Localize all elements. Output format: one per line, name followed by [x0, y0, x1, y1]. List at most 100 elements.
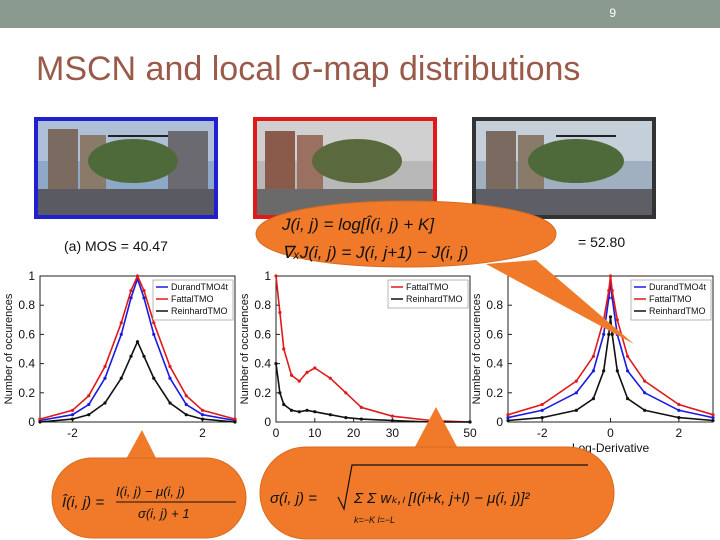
legend-entry: DurandTMO4t	[649, 282, 707, 292]
data-point	[103, 401, 107, 405]
y-tick-label: 0	[496, 415, 503, 429]
data-point	[540, 402, 544, 407]
sigma-sum: Σ Σ wₖ,ₗ [I(i+k, j+l) − μ(i, j)]²	[353, 490, 531, 507]
data-point	[468, 420, 472, 424]
data-point	[70, 408, 75, 412]
data-point	[711, 413, 715, 417]
data-point	[305, 370, 309, 374]
x-axis-label: Log-Derivative	[572, 441, 650, 455]
y-tick-label: 0.2	[254, 386, 271, 400]
data-point	[711, 418, 715, 423]
derivative-formula: ∇ₓJ(i, j) = J(i, j+1) − J(i, j)	[282, 243, 468, 262]
mos-label-a: (a) MOS = 40.47	[64, 238, 168, 254]
data-point	[506, 416, 510, 420]
y-tick-label: 0.8	[486, 298, 503, 312]
y-tick-label: 1	[264, 269, 271, 283]
sigma-limits: k=−K l=−L	[354, 515, 395, 525]
data-point	[119, 376, 123, 380]
legend-box	[387, 279, 469, 309]
street-image-a	[38, 121, 214, 215]
x-tick-label: 0	[607, 426, 614, 440]
data-point	[168, 401, 172, 405]
legend-entry: DurandTMO4t	[171, 282, 229, 292]
data-point	[38, 420, 42, 424]
y-axis-label: Number of occurences	[471, 293, 483, 404]
data-point	[168, 364, 172, 369]
data-point	[610, 289, 614, 293]
data-point	[591, 369, 596, 373]
y-tick-label: 0.4	[18, 357, 35, 371]
data-point	[282, 402, 286, 407]
data-point	[328, 376, 332, 380]
data-point	[602, 369, 606, 373]
data-point	[677, 402, 681, 407]
data-point	[540, 416, 544, 420]
data-point	[142, 354, 146, 358]
mscn-callout: Î(i, j) = I(i, j) − μ(i, j) σ(i, j) + 1	[51, 430, 247, 539]
mscn-lhs: Î(i, j) =	[62, 494, 104, 511]
y-tick-label: 1	[28, 269, 35, 283]
data-point	[142, 289, 146, 293]
data-point	[278, 310, 282, 315]
data-point	[87, 413, 91, 417]
data-point	[359, 405, 363, 409]
data-point	[297, 379, 301, 383]
y-tick-label: 0.4	[254, 357, 271, 371]
data-point	[344, 391, 348, 395]
data-point	[142, 296, 146, 300]
data-point	[129, 354, 133, 358]
data-point	[278, 391, 282, 395]
data-point	[289, 373, 294, 377]
data-point	[119, 332, 123, 336]
slide-title: MSCN and local σ-map distributions	[36, 50, 581, 88]
data-point	[540, 408, 544, 412]
x-tick-label: -2	[537, 426, 548, 440]
data-point	[152, 332, 156, 336]
data-point	[168, 376, 172, 380]
legend-entry: FattalTMO	[171, 294, 214, 304]
data-point	[119, 321, 123, 325]
data-point	[297, 410, 301, 414]
y-tick-label: 0.2	[486, 386, 503, 400]
data-point	[135, 340, 140, 344]
street-image-c	[476, 121, 652, 215]
data-point	[610, 332, 614, 336]
y-tick-label: 0	[264, 415, 271, 429]
data-point	[677, 416, 681, 420]
data-point	[233, 420, 237, 424]
data-point	[200, 408, 205, 412]
data-point	[282, 347, 286, 351]
data-point	[135, 274, 140, 278]
data-point	[643, 379, 647, 383]
data-point	[184, 413, 188, 417]
data-point	[574, 379, 578, 383]
thumbnail-reinhard	[472, 117, 656, 219]
slide-header-bar: 9	[0, 0, 720, 28]
data-point	[200, 417, 205, 421]
sqrt-sign	[337, 464, 588, 511]
page-number: 9	[609, 6, 616, 20]
x-tick-label: 2	[675, 426, 682, 440]
data-point	[359, 417, 363, 421]
data-point	[313, 366, 317, 370]
data-point	[390, 414, 394, 418]
data-point	[602, 332, 606, 336]
x-tick-label: 10	[308, 426, 322, 440]
log-derivative-distribution-chart: 0 0.2 0.4 0.6 0.8 -2 0 2 Number of occurences Log…	[471, 274, 715, 455]
data-point	[591, 354, 596, 358]
data-point	[103, 364, 107, 369]
data-point	[574, 391, 578, 395]
x-tick-label: 2	[199, 426, 206, 440]
data-point	[103, 376, 107, 380]
data-point	[625, 397, 630, 401]
data-point	[607, 289, 611, 293]
y-tick-label: 0.6	[18, 327, 35, 341]
data-point	[274, 362, 278, 366]
data-point	[506, 418, 510, 423]
y-tick-label: 0.2	[18, 386, 35, 400]
x-tick-label: 50	[463, 426, 477, 440]
legend-entry: ReinhardTMO	[171, 306, 228, 316]
data-point	[152, 376, 156, 380]
data-point	[574, 408, 578, 412]
